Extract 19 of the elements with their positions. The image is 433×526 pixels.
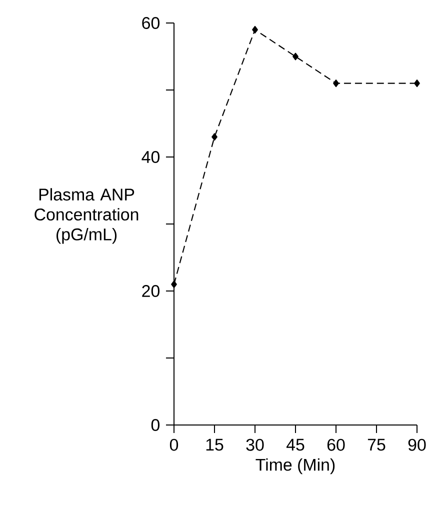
y-tick-label: 40 [142, 151, 160, 164]
x-tick-label: 60 [327, 438, 345, 451]
x-tick-label: 45 [286, 438, 304, 451]
point [171, 280, 177, 288]
point [333, 80, 339, 88]
x-tick-label: 90 [408, 438, 426, 451]
point [252, 26, 258, 34]
x-tick-label: 0 [170, 438, 178, 451]
y-tick-label: 60 [142, 17, 160, 30]
point [414, 80, 420, 88]
y-tick-label: 0 [151, 419, 160, 431]
x-tick-label: 30 [246, 438, 264, 451]
x-tick-label: 15 [206, 438, 224, 451]
y-tick-label: 20 [142, 285, 160, 297]
point [292, 52, 298, 60]
y-axis-title: Plasma ANP Concentration (pG/mL) [34, 188, 138, 244]
x-tick-label: 75 [368, 438, 386, 451]
point [212, 133, 218, 141]
x-axis-title: Time (Min) [256, 458, 335, 474]
